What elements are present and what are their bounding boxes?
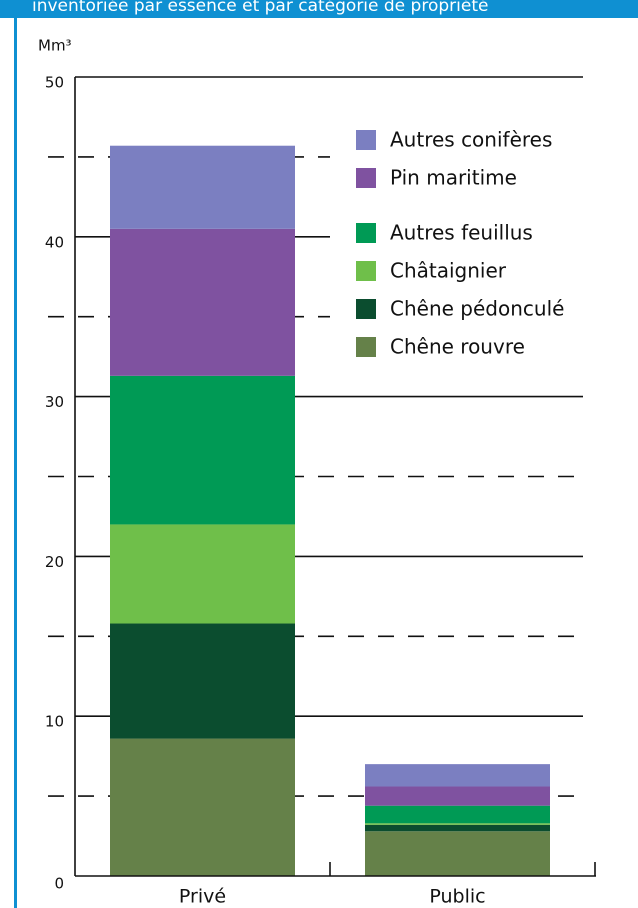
legend-swatch	[356, 337, 376, 357]
y-tick-label: 0	[54, 875, 64, 893]
x-tick-label: Privé	[179, 886, 226, 908]
legend-swatch	[356, 130, 376, 150]
bar-segment	[365, 805, 550, 824]
bar-segment	[110, 524, 295, 624]
bar-segment	[365, 824, 550, 832]
bar-segment	[365, 786, 550, 806]
legend-label: Autres feuillus	[390, 221, 533, 245]
legend-swatch	[356, 223, 376, 243]
header-band	[0, 0, 638, 18]
chart-title: inventoriée par essence et par catégorie…	[32, 0, 488, 16]
legend-swatch	[356, 299, 376, 319]
bar-segment	[110, 145, 295, 229]
legend-label: Autres conifères	[390, 128, 552, 152]
legend-background	[330, 110, 630, 390]
legend-label: Châtaignier	[390, 259, 507, 283]
bar-segment	[110, 623, 295, 739]
legend-label: Chêne pédonculé	[390, 297, 564, 321]
bar-segment	[365, 831, 550, 876]
y-axis-label: Mm³	[38, 37, 72, 55]
y-tick-label: 40	[45, 233, 64, 251]
y-tick-label: 50	[45, 74, 64, 92]
bar-segment	[110, 228, 295, 376]
legend-swatch	[356, 168, 376, 188]
legend-label: Pin maritime	[390, 166, 517, 190]
legend-swatch	[356, 261, 376, 281]
bar-segment	[110, 738, 295, 876]
y-tick-label: 30	[45, 393, 64, 411]
y-tick-label: 10	[45, 713, 64, 731]
x-tick-label: Public	[429, 886, 485, 908]
legend-label: Chêne rouvre	[390, 335, 525, 359]
bar-segment	[110, 375, 295, 525]
bar-segment	[365, 823, 550, 825]
bar-segment	[365, 764, 550, 787]
left-border	[14, 0, 17, 908]
y-tick-label: 20	[45, 553, 64, 571]
